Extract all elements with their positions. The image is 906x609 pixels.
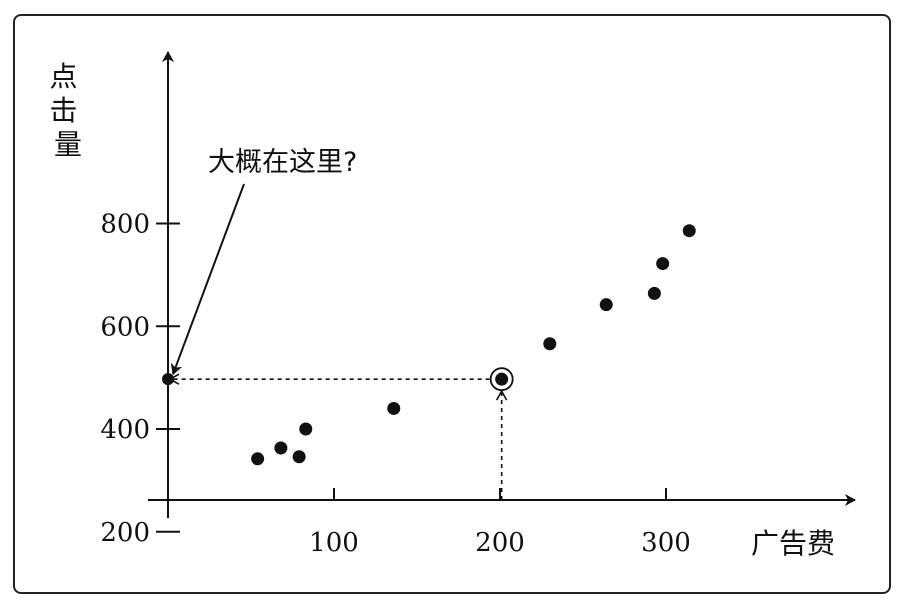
annotation-text: 大概在这里? — [208, 147, 357, 178]
highlight-ring — [489, 367, 514, 392]
data-point — [599, 298, 613, 312]
x-tick-label: 300 — [641, 528, 691, 558]
x-axis-title: 广告费 — [751, 527, 835, 560]
data-point — [251, 452, 265, 466]
y-tick-label: 800 — [100, 210, 150, 240]
data-point — [647, 286, 661, 300]
chart-frame — [13, 14, 891, 594]
data-point — [387, 401, 401, 415]
data-point — [292, 450, 306, 464]
x-tick-label: 100 — [309, 528, 359, 558]
data-point — [682, 224, 696, 238]
y-axis-title: 点 击 量 — [50, 60, 87, 161]
x-tick-label: 200 — [475, 528, 525, 558]
data-point — [543, 337, 557, 351]
annotation-arrow — [170, 183, 245, 376]
y-tick-label: 400 — [100, 415, 150, 445]
data-point — [299, 422, 313, 436]
y-tick-label: 200 — [100, 518, 150, 548]
data-point — [656, 257, 670, 271]
y-intercept-point — [162, 373, 174, 386]
highlight-point — [495, 372, 509, 386]
data-point — [274, 441, 288, 455]
y-tick-label: 600 — [100, 312, 150, 342]
